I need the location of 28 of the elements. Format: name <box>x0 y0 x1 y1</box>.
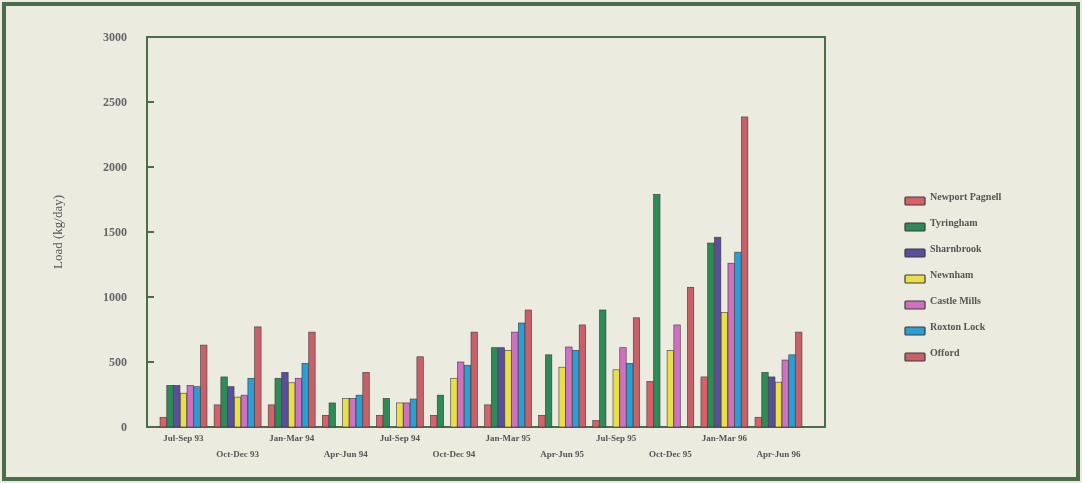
x-tick-label: Jan-Mar 96 <box>701 433 748 443</box>
x-tick-label: Apr-Jun 96 <box>756 449 801 459</box>
y-tick-label: 2500 <box>103 95 127 110</box>
y-tick-label: 0 <box>121 420 127 435</box>
y-axis-title: Load (kg/day) <box>50 194 65 270</box>
x-tick-label: Oct-Dec 95 <box>648 449 693 459</box>
y-tick-label: 1000 <box>103 290 127 305</box>
legend-label: Sharnbrook <box>930 243 982 254</box>
x-tick-label: Apr-Jun 94 <box>323 449 369 459</box>
legend-label: Newport Pagnell <box>930 191 1002 202</box>
y-tick-label: 3000 <box>103 30 127 45</box>
y-tick-label: 1500 <box>103 225 127 240</box>
legend-label: Castle Mills <box>930 295 981 306</box>
x-tick-label: Jan-Mar 95 <box>485 433 532 443</box>
x-tick-label: Jul-Sep 93 <box>163 433 205 443</box>
legend-label: Tyringham <box>930 217 979 228</box>
x-tick-label: Jul-Sep 94 <box>379 433 421 443</box>
x-tick-label: Jan-Mar 94 <box>269 433 315 443</box>
legend-label: Newnham <box>930 269 974 280</box>
legend-label: Roxton Lock <box>930 321 986 332</box>
y-tick-label: 500 <box>109 355 127 370</box>
y-tick-label: 2000 <box>103 160 127 175</box>
legend-label: Offord <box>930 347 960 358</box>
x-tick-label: Apr-Jun 95 <box>540 449 585 459</box>
bar <box>687 286 695 428</box>
x-tick-label: Jul-Sep 95 <box>596 433 637 443</box>
x-tick-label: Oct-Dec 94 <box>432 449 476 459</box>
x-tick-label: Oct-Dec 93 <box>216 449 260 459</box>
